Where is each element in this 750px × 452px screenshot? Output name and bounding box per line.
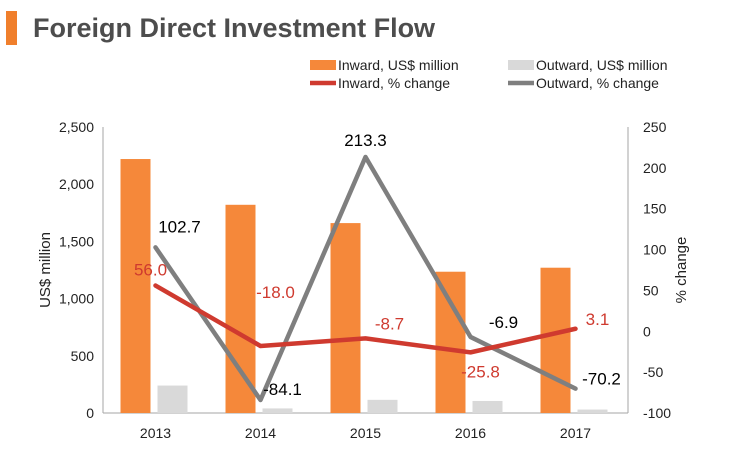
bar-inward	[120, 159, 151, 413]
legend-swatch-bar	[310, 60, 336, 70]
bar-outward	[577, 409, 608, 413]
data-label-inward-change: -8.7	[375, 314, 404, 333]
title-accent-bar	[6, 11, 17, 45]
bar-inward	[330, 223, 361, 413]
y-tick-label: 0	[86, 405, 94, 421]
y2-tick-label: 0	[643, 323, 651, 339]
y-axis-title: US$ million	[37, 232, 54, 308]
y2-tick-label: -100	[643, 405, 671, 421]
data-label-inward-change: -25.8	[461, 362, 500, 381]
bar-outward	[367, 399, 398, 413]
y2-tick-label: -50	[643, 364, 663, 380]
x-tick-label: 2013	[140, 425, 171, 441]
data-label-inward-change: -18.0	[256, 283, 295, 302]
data-label-outward-change: -6.9	[489, 313, 518, 332]
data-label-outward-change: -70.2	[582, 370, 621, 389]
y-tick-label: 2,000	[59, 176, 94, 192]
data-label-outward-change: -84.1	[263, 380, 302, 399]
bar-inward	[435, 271, 466, 413]
data-label-inward-change: 56.0	[134, 261, 167, 280]
y2-tick-label: 150	[643, 201, 667, 217]
legend-label: Outward, % change	[536, 75, 659, 91]
x-tick-label: 2016	[455, 425, 486, 441]
bar-inward	[540, 267, 571, 413]
y2-tick-label: 100	[643, 242, 667, 258]
y-tick-label: 1,000	[59, 291, 94, 307]
y-tick-label: 500	[71, 348, 95, 364]
y2-axis-title: % change	[673, 237, 690, 304]
line-inward-change	[153, 283, 578, 355]
data-label-inward-change: 3.1	[586, 310, 610, 329]
y-tick-label: 2,500	[59, 119, 94, 135]
x-tick-label: 2017	[560, 425, 591, 441]
bar-outward	[157, 385, 188, 413]
x-tick-label: 2014	[245, 425, 276, 441]
data-label-outward-change: 102.7	[158, 217, 201, 236]
bar-outward	[262, 408, 293, 413]
bar-inward	[225, 204, 256, 413]
legend-label: Inward, % change	[338, 75, 450, 91]
x-tick-label: 2015	[350, 425, 381, 441]
legend-label: Outward, US$ million	[536, 57, 668, 73]
data-label-outward-change: 213.3	[344, 131, 387, 150]
y-tick-label: 1,500	[59, 233, 94, 249]
bar-outward	[472, 400, 503, 413]
legend-label: Inward, US$ million	[338, 57, 459, 73]
y2-tick-label: 50	[643, 282, 659, 298]
y2-tick-label: 250	[643, 119, 667, 135]
page-title: Foreign Direct Investment Flow	[33, 13, 436, 43]
line-outward-change	[153, 154, 578, 403]
legend-swatch-bar	[508, 60, 534, 70]
y2-tick-label: 200	[643, 160, 667, 176]
